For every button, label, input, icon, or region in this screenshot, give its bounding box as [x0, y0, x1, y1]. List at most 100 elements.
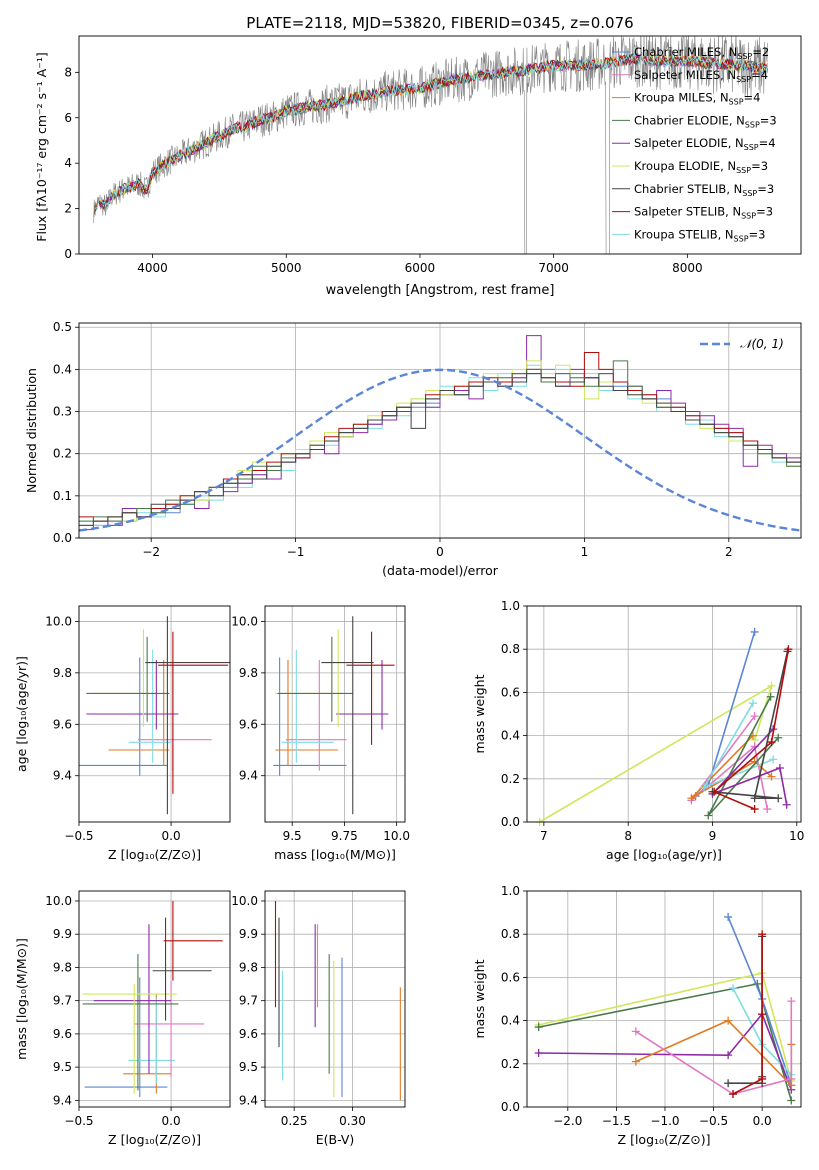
y-tick-label: 1.0	[501, 884, 520, 898]
y-tick-label: 9.7	[53, 994, 72, 1008]
x-tick-label: 2	[725, 545, 733, 559]
spectrum-model-line	[93, 51, 768, 217]
y-axis-label: mass weight	[472, 674, 487, 753]
y-axis-label: Normed distribution	[24, 368, 39, 493]
y-tick-label: 0.2	[501, 1057, 520, 1071]
weight-point-marker	[710, 787, 719, 796]
x-axis-label: E(B-V)	[316, 1132, 355, 1147]
legend-label: Kroupa ELODIE, NSSP=3	[634, 159, 768, 175]
legend-label: Salpeter MILES, NSSP=4	[634, 68, 768, 84]
y-axis-label: mass weight	[472, 959, 487, 1038]
y-tick-label: 1.0	[501, 599, 520, 613]
mass-vs-ebv-panel: 0.25 0.30 9.4 9.5 9.6 9.7 9.8 9.9 10.0 E(B-V)	[231, 890, 406, 1147]
x-axis-label: age [log₁₀(age/yr)]	[606, 847, 722, 862]
weight-point-marker	[775, 764, 784, 772]
y-axis-label: mass [log₁₀(M/M⊙)]	[14, 938, 29, 1060]
x-tick-label: 0	[436, 545, 444, 559]
spectrum-model-line	[93, 53, 768, 217]
weight-point-marker	[758, 930, 767, 939]
weight-point-marker	[774, 794, 783, 803]
y-tick-label: 0.3	[53, 405, 72, 419]
y-tick-label: 0.0	[53, 531, 72, 545]
weight-point-marker	[767, 681, 776, 690]
age-vs-Z-panel: −0.5 0.0 9.4 9.6 9.8 10.0 Z [log₁₀(Z/Z⊙)] age […	[14, 605, 231, 862]
weight-vs-age-panel: 7 8 9 10 0.0 0.2 0.4 0.6 0.8 1.0 age [log₁₀(age/yr…	[472, 599, 804, 862]
weight-series-line	[538, 1012, 793, 1090]
y-tick-label: 8	[64, 65, 72, 79]
x-tick-label: 7000	[538, 261, 569, 275]
weight-series-line	[712, 649, 790, 810]
weight-series-line	[690, 715, 769, 810]
x-tick-label: −0.5	[64, 829, 93, 843]
legend-label: Chabrier STELIB, NSSP=3	[634, 182, 774, 198]
x-axis-label: (data-model)/error	[382, 563, 499, 578]
y-tick-label: 9.8	[53, 666, 72, 680]
x-tick-label: 9.75	[331, 829, 358, 843]
y-tick-label: 4	[64, 156, 72, 170]
weight-point-marker	[767, 738, 776, 747]
weight-point-marker	[534, 1049, 543, 1057]
x-tick-label: 8	[624, 829, 632, 843]
x-tick-label: 0.30	[339, 1114, 366, 1128]
residuals-panel: −2 −1 0 1 2 0.0 0.1 0.2 0.3 0.4 0.5 (data-model)/er…	[24, 320, 802, 578]
y-axis-label: age [log₁₀(age/yr)]	[14, 656, 29, 772]
weight-series-line	[727, 916, 793, 1086]
weight-point-marker	[748, 699, 757, 708]
y-tick-label: 0.0	[501, 815, 520, 829]
y-tick-label: 9.9	[53, 927, 72, 941]
x-axis-label: Z [log₁₀(Z/Z⊙)]	[618, 1132, 711, 1147]
y-tick-label: 9.5	[239, 1060, 258, 1074]
normal-curve	[78, 368, 802, 532]
x-tick-label: −0.5	[699, 1114, 728, 1128]
weight-point-marker	[750, 794, 759, 803]
y-tick-label: 9.6	[239, 717, 258, 731]
y-tick-label: 9.8	[53, 960, 72, 974]
y-tick-label: 9.4	[53, 769, 72, 783]
y-tick-label: 10.0	[231, 894, 258, 908]
weight-point-marker	[750, 805, 759, 814]
axes-frame	[526, 605, 802, 823]
weight-point-marker	[724, 1079, 733, 1088]
weight-point-marker	[784, 645, 793, 654]
weight-point-marker	[787, 1074, 796, 1083]
weight-point-marker	[787, 997, 796, 1006]
x-tick-label: 1	[581, 545, 589, 559]
weight-point-marker	[724, 912, 733, 921]
y-tick-label: 9.4	[239, 769, 258, 783]
legend-label: Salpeter ELODIE, NSSP=4	[634, 136, 776, 152]
axes-frame	[78, 605, 231, 823]
spectrum-model-line	[93, 53, 768, 217]
x-tick-label: 0.25	[281, 1114, 308, 1128]
weight-point-marker	[728, 1090, 737, 1099]
x-axis-label: Z [log₁₀(Z/Z⊙)]	[108, 847, 201, 862]
x-tick-label: −2.0	[553, 1114, 582, 1128]
axes-frame	[264, 890, 406, 1108]
y-tick-label: 9.6	[239, 1027, 258, 1041]
weight-point-marker	[534, 1023, 543, 1032]
x-tick-label: 4000	[137, 261, 168, 275]
x-tick-label: 0.0	[753, 1114, 772, 1128]
weight-point-marker	[704, 811, 713, 820]
x-axis-label: wavelength [Angstrom, rest frame]	[326, 283, 555, 298]
y-tick-label: 10.0	[45, 894, 72, 908]
weight-point-marker	[767, 772, 776, 781]
x-tick-label: 9.5	[283, 829, 302, 843]
y-tick-label: 0.6	[501, 685, 520, 699]
axes-frame	[264, 605, 406, 823]
age-vs-mass-panel: 9.5 9.75 10.0 9.4 9.6 9.8 10.0 mass [log₁₀(M/M⊙…	[231, 605, 410, 862]
x-axis-label: mass [log₁₀(M/M⊙)]	[274, 847, 396, 862]
x-tick-label: 5000	[271, 261, 302, 275]
weight-point-marker	[758, 1074, 767, 1083]
weight-point-marker	[728, 984, 737, 993]
x-tick-label: −2	[142, 545, 160, 559]
y-tick-label: 9.6	[53, 717, 72, 731]
y-tick-label: 9.8	[239, 960, 258, 974]
axes-frame	[78, 35, 802, 255]
axes-frame	[526, 890, 802, 1108]
y-tick-label: 9.9	[239, 927, 258, 941]
y-tick-label: 9.4	[53, 1093, 72, 1107]
weight-point-marker	[750, 627, 759, 636]
x-tick-label: 8000	[672, 261, 703, 275]
weight-series-line	[711, 728, 788, 805]
